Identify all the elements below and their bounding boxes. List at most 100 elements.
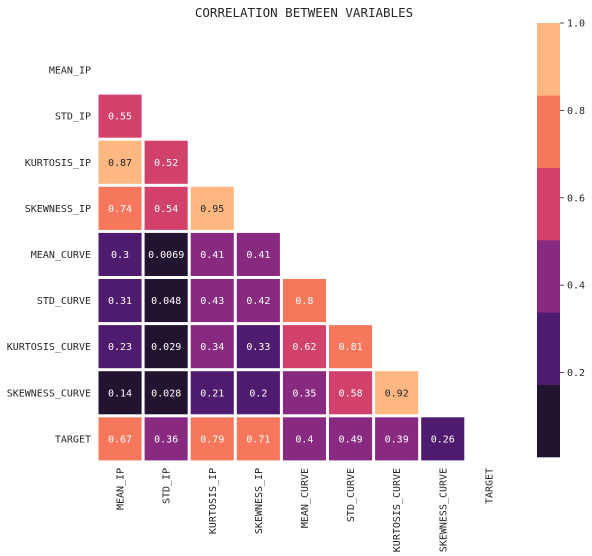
heatmap-cell	[329, 325, 373, 369]
cell-value-label: 0.028	[151, 388, 181, 399]
cell-value-label: 0.92	[385, 388, 409, 399]
cell-value-label: 0.81	[339, 342, 363, 353]
y-tick-label: STD_IP	[55, 112, 91, 123]
cell-value-label: 0.52	[154, 158, 178, 169]
cell-value-label: 0.21	[200, 388, 224, 399]
chart-title: CORRELATION BETWEEN VARIABLES	[195, 5, 413, 20]
heatmap-cell	[282, 325, 326, 369]
heatmap-cell	[144, 140, 188, 184]
y-tick-label: SKEWNESS_IP	[25, 204, 91, 215]
heatmap-cell	[375, 371, 419, 415]
y-tick-label: MEAN_CURVE	[31, 250, 91, 261]
heatmap-cell	[190, 325, 234, 369]
heatmap-cell	[98, 279, 142, 323]
heatmap-cell	[190, 279, 234, 323]
cell-value-label: 0.36	[154, 434, 178, 445]
heatmap-cell	[98, 140, 142, 184]
heatmap-cell	[375, 417, 419, 461]
colorbar: 0.2 0.4 0.6 0.8 1.0	[537, 19, 585, 458]
heatmap-cell	[190, 371, 234, 415]
heatmap-cell	[190, 232, 234, 276]
cell-value-label: 0.26	[431, 434, 455, 445]
cell-value-label: 0.41	[200, 250, 224, 261]
colorbar-segment	[537, 384, 560, 458]
y-tick-label: SKEWNESS_CURVE	[7, 388, 91, 399]
cell-value-label: 0.62	[292, 342, 316, 353]
heatmap-cell	[236, 371, 280, 415]
colorbar-segment	[537, 240, 560, 313]
colorbar-segment	[537, 95, 560, 168]
heatmap-cells: 0.55 0.87 0.52 0.74 0.54 0.95 0.3 0.0069 0.41 0.4…	[98, 94, 465, 461]
heatmap-cell	[282, 371, 326, 415]
y-tick-label: MEAN_IP	[49, 66, 91, 77]
x-axis-tick-labels: MEAN_IP STD_IP KURTOSIS_IP SKEWNESS_IP MEAN_…	[116, 468, 496, 552]
x-tick-label: MEAN_IP	[116, 468, 127, 510]
x-tick-label: STD_CURVE	[346, 468, 357, 522]
heatmap-cell	[144, 371, 188, 415]
colorbar-tick-label: 1.0	[567, 19, 585, 30]
heatmap-cell	[98, 325, 142, 369]
cell-value-label: 0.39	[385, 434, 409, 445]
cell-value-label: 0.048	[151, 296, 181, 307]
colorbar-tick-label: 0.6	[567, 193, 585, 204]
colorbar-segment	[537, 23, 560, 96]
cell-value-label: 0.8	[295, 296, 313, 307]
heatmap-cell	[236, 279, 280, 323]
cell-value-label: 0.79	[200, 434, 224, 445]
y-axis-tick-labels: MEAN_IP STD_IP KURTOSIS_IP SKEWNESS_IP MEAN_…	[7, 66, 91, 446]
heatmap-cell	[190, 417, 234, 461]
x-tick-label: KURTOSIS_CURVE	[392, 468, 403, 552]
colorbar-tick-label: 0.8	[567, 106, 585, 117]
heatmap-cell	[98, 186, 142, 230]
heatmap-cell	[144, 279, 188, 323]
cell-value-label: 0.71	[246, 434, 270, 445]
heatmap-cell	[98, 232, 142, 276]
cell-value-label: 0.31	[108, 296, 132, 307]
heatmap-cell	[190, 186, 234, 230]
cell-value-label: 0.33	[246, 342, 270, 353]
cell-value-label: 0.49	[339, 434, 363, 445]
x-tick-label: SKEWNESS_CURVE	[438, 468, 449, 552]
colorbar-segment	[537, 167, 560, 241]
heatmap-cell	[282, 417, 326, 461]
heatmap-cell	[282, 279, 326, 323]
colorbar-segment	[537, 312, 560, 385]
heatmap-cell	[329, 417, 373, 461]
cell-value-label: 0.35	[292, 388, 316, 399]
cell-value-label: 0.0069	[148, 250, 184, 261]
y-tick-label: TARGET	[55, 434, 91, 445]
cell-value-label: 0.43	[200, 296, 224, 307]
heatmap-cell	[236, 417, 280, 461]
y-tick-label: KURTOSIS_IP	[25, 158, 91, 169]
heatmap-cell	[144, 232, 188, 276]
heatmap-cell	[98, 371, 142, 415]
cell-value-label: 0.34	[200, 342, 224, 353]
cell-value-label: 0.54	[154, 204, 178, 215]
heatmap-cell	[98, 94, 142, 138]
x-tick-label: TARGET	[484, 468, 495, 504]
cell-value-label: 0.23	[108, 342, 132, 353]
x-tick-label: MEAN_CURVE	[300, 468, 311, 528]
heatmap-cell	[144, 417, 188, 461]
cell-value-label: 0.4	[295, 434, 313, 445]
cell-value-label: 0.87	[108, 158, 132, 169]
cell-value-label: 0.029	[151, 342, 181, 353]
x-tick-label: KURTOSIS_IP	[208, 468, 219, 534]
heatmap-cell	[236, 232, 280, 276]
colorbar-tick-label: 0.2	[567, 368, 585, 379]
cell-value-label: 0.42	[246, 296, 270, 307]
heatmap-cell	[98, 417, 142, 461]
heatmap-cell	[144, 186, 188, 230]
cell-value-label: 0.3	[111, 250, 129, 261]
cell-value-label: 0.74	[108, 204, 132, 215]
x-tick-label: STD_IP	[162, 468, 173, 504]
heatmap-cell	[236, 325, 280, 369]
cell-value-label: 0.55	[108, 112, 132, 123]
cell-value-label: 0.67	[108, 434, 132, 445]
colorbar-tick-label: 0.4	[567, 281, 585, 292]
y-tick-label: KURTOSIS_CURVE	[7, 342, 91, 353]
heatmap-cell	[329, 371, 373, 415]
y-tick-label: STD_CURVE	[37, 296, 91, 307]
cell-value-label: 0.2	[249, 388, 267, 399]
